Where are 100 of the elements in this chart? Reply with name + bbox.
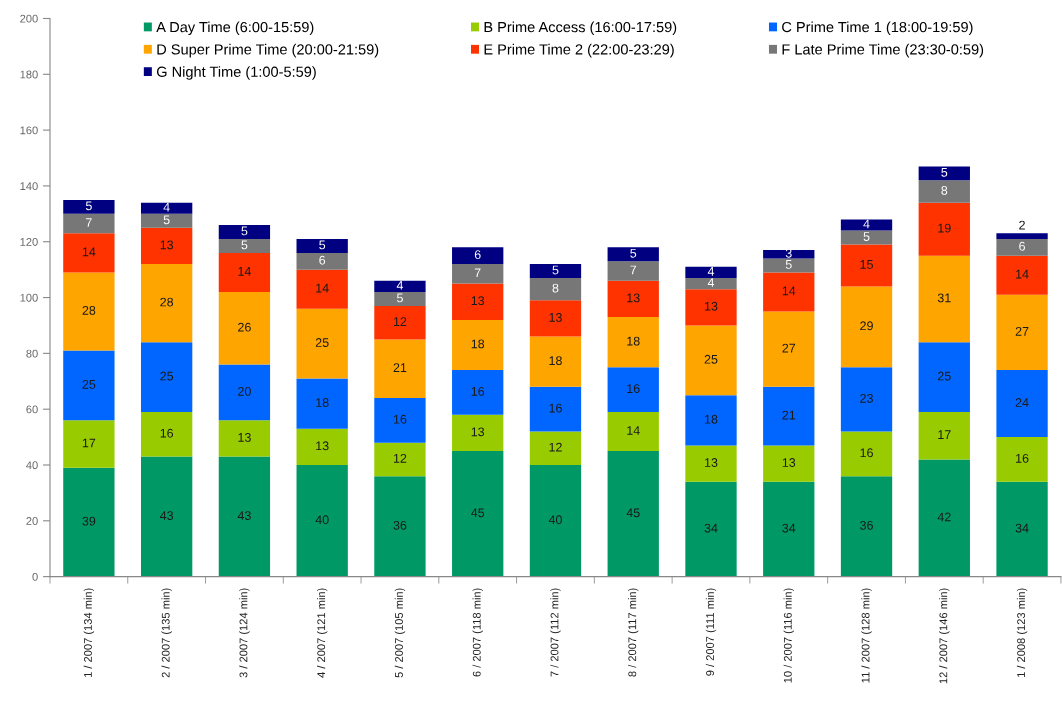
bar	[763, 481, 815, 577]
bar	[374, 442, 426, 477]
x-tick-label: 9 / 2007 (111 min)	[705, 588, 717, 676]
data-label: 13	[471, 296, 485, 306]
data-label: 16	[471, 386, 485, 396]
bar	[63, 272, 115, 351]
data-label: 13	[705, 301, 718, 311]
data-label: 13	[238, 432, 251, 442]
data-label: 39	[82, 516, 96, 526]
data-label: 14	[782, 286, 796, 296]
data-label: 26	[238, 322, 251, 332]
bar	[374, 305, 426, 340]
bar	[763, 386, 815, 446]
bar	[996, 238, 1048, 256]
bar	[840, 431, 893, 477]
bar	[218, 238, 271, 253]
bar	[685, 395, 737, 446]
data-label: 5	[941, 168, 948, 177]
bar	[452, 451, 504, 577]
data-label: 18	[471, 339, 485, 349]
x-tick-label: 12 / 2007 (146 min)	[939, 588, 950, 684]
data-label: 4	[707, 267, 715, 276]
bar	[996, 481, 1048, 577]
data-label: 34	[782, 523, 796, 533]
bar	[685, 325, 737, 396]
data-label: 5	[241, 240, 248, 250]
data-label: 23	[860, 393, 873, 403]
legend-label: C Prime Time 1 (18:00-19:59)	[782, 21, 973, 36]
data-label: 13	[627, 293, 640, 303]
data-label: 40	[315, 515, 329, 525]
bar	[763, 445, 815, 482]
data-label: 5	[785, 260, 792, 269]
data-label: 4	[396, 281, 404, 290]
data-label: 7	[474, 268, 481, 278]
bar	[607, 451, 659, 577]
bar	[140, 456, 193, 577]
bar	[840, 230, 893, 245]
x-tick-label: 4 / 2007 (121 min)	[317, 588, 328, 678]
data-label: 13	[549, 312, 562, 322]
data-label: 16	[1016, 453, 1029, 463]
bar	[529, 431, 582, 465]
y-tick-label: 20	[26, 517, 38, 525]
data-label: 4	[707, 278, 715, 287]
data-label: 12	[393, 453, 407, 463]
bar	[452, 283, 504, 320]
data-label: 4	[863, 219, 870, 229]
data-label: 43	[237, 511, 251, 520]
bar	[607, 261, 659, 281]
bar	[529, 336, 582, 387]
bar	[607, 280, 659, 318]
data-label: 5	[630, 248, 637, 258]
bar	[529, 278, 582, 301]
bar	[374, 339, 426, 399]
data-label: 21	[393, 363, 407, 372]
bar	[296, 238, 348, 253]
data-label: 6	[474, 250, 481, 260]
data-label: 15	[860, 260, 873, 269]
bar	[218, 364, 271, 421]
y-tick-label: 100	[20, 293, 38, 302]
data-label: 18	[705, 414, 718, 424]
bar	[218, 291, 271, 365]
bar	[218, 225, 271, 239]
data-label: 7	[630, 265, 637, 275]
x-tick-label: 1 / 2007 (134 min)	[83, 588, 95, 678]
x-tick-label: 3 / 2007 (124 min)	[239, 588, 250, 678]
data-label: 25	[937, 371, 951, 381]
data-label: 16	[549, 403, 562, 413]
bar	[374, 280, 426, 292]
bar	[840, 476, 893, 577]
data-label: 8	[941, 186, 948, 195]
y-tick-label: 200	[20, 14, 38, 23]
data-label: 5	[241, 226, 248, 236]
bar	[140, 213, 193, 228]
bar	[685, 445, 737, 482]
data-label: 43	[159, 511, 174, 520]
bar	[218, 252, 271, 292]
data-label: 31	[937, 293, 951, 303]
bar	[296, 269, 348, 309]
data-label: 5	[163, 215, 170, 225]
bar	[374, 476, 426, 577]
bar	[63, 350, 115, 421]
data-label: 21	[782, 410, 796, 420]
legend-label: E Prime Time 2 (22:00-23:29)	[484, 43, 674, 58]
bar	[296, 308, 348, 379]
data-label: 16	[860, 448, 873, 458]
data-label: 14	[82, 247, 96, 257]
y-tick-label: 0	[32, 572, 38, 581]
data-label: 16	[160, 428, 174, 438]
bar	[996, 437, 1048, 482]
data-label: 25	[160, 371, 174, 381]
data-label: 12	[393, 317, 407, 326]
data-label: 5	[552, 265, 559, 275]
bar	[63, 420, 115, 468]
data-label: 24	[1015, 398, 1029, 407]
data-label: 14	[238, 267, 251, 276]
data-label: 7	[86, 218, 92, 227]
data-label: 28	[82, 306, 96, 315]
bar	[607, 247, 659, 262]
bar	[918, 255, 970, 343]
bar	[996, 294, 1048, 371]
